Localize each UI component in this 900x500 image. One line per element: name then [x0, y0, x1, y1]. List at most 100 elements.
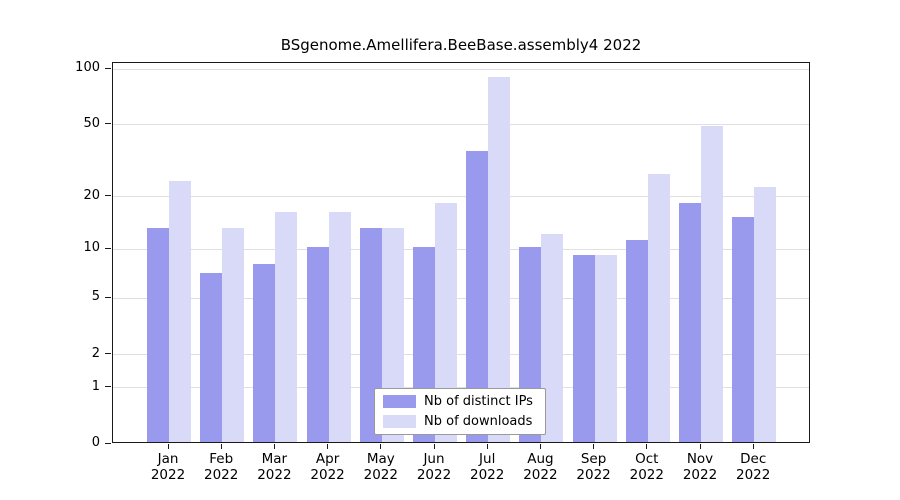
year-label: 2022	[257, 467, 292, 483]
bar-nb-of-distinct-ips-jan	[147, 227, 169, 442]
bar-nb-of-downloads-nov	[701, 125, 723, 442]
month-name: Feb	[209, 451, 234, 467]
y-tick-mark	[105, 67, 111, 69]
year-label: 2022	[470, 467, 505, 483]
legend-item: Nb of distinct IPs	[383, 394, 533, 409]
x-tick-mark	[220, 444, 222, 449]
x-tick-mark	[539, 444, 541, 449]
legend-item: Nb of downloads	[383, 414, 533, 429]
y-tick-label: 0	[91, 435, 100, 450]
x-tick-label-apr: Apr 2022	[298, 451, 358, 483]
month-name: Aug	[527, 451, 554, 467]
bar-nb-of-distinct-ips-mar	[253, 263, 276, 442]
year-label: 2022	[204, 467, 239, 483]
gridline	[113, 68, 809, 70]
x-tick-label-jan: Jan 2022	[138, 451, 198, 483]
bar-nb-of-downloads-mar	[275, 211, 298, 442]
y-tick-mark	[105, 386, 111, 388]
y-tick-label: 2	[91, 345, 100, 361]
x-tick-mark	[433, 444, 435, 449]
y-tick-label: 5	[91, 289, 100, 305]
y-tick-label: 20	[83, 187, 100, 203]
bar-nb-of-distinct-ips-nov	[679, 202, 701, 442]
y-tick-mark	[105, 296, 111, 298]
x-tick-mark	[646, 444, 648, 449]
x-tick-label-aug: Aug 2022	[510, 451, 570, 483]
y-tick-label: 50	[83, 115, 100, 131]
year-label: 2022	[363, 467, 398, 483]
gridline	[113, 354, 809, 356]
bar-nb-of-downloads-oct	[647, 174, 670, 442]
year-label: 2022	[736, 467, 771, 483]
gridline	[113, 196, 809, 198]
chart-title: BSgenome.Amellifera.BeeBase.assembly4 20…	[280, 36, 642, 54]
year-label: 2022	[416, 467, 452, 483]
plot-area	[112, 62, 810, 443]
month-name: Jul	[479, 451, 496, 467]
month-name: Oct	[635, 451, 659, 467]
year-label: 2022	[629, 467, 664, 483]
x-tick-label-jul: Jul 2022	[457, 451, 517, 483]
y-tick-label: 10	[83, 240, 100, 256]
month-name: May	[366, 451, 395, 467]
y-tick-mark	[105, 247, 111, 249]
y-tick-label: 1	[91, 378, 100, 394]
x-tick-label-nov: Nov 2022	[670, 451, 730, 483]
year-label: 2022	[150, 467, 186, 483]
bar-nb-of-distinct-ips-oct	[625, 240, 648, 442]
month-name: Mar	[261, 451, 288, 467]
bar-nb-of-downloads-jan	[169, 180, 191, 442]
x-tick-mark	[752, 444, 754, 449]
month-name: Dec	[740, 451, 767, 467]
month-name: Jan	[157, 451, 179, 467]
bar-nb-of-distinct-ips-sep	[572, 254, 595, 442]
x-tick-label-mar: Mar 2022	[244, 451, 304, 483]
x-tick-mark	[699, 444, 701, 449]
legend-label: Nb of downloads	[424, 414, 533, 429]
y-tick-mark	[105, 353, 111, 355]
x-tick-mark	[273, 444, 275, 449]
month-name: Jun	[423, 451, 445, 467]
month-name: Sep	[580, 451, 607, 467]
x-tick-label-dec: Dec 2022	[723, 451, 783, 483]
x-tick-mark	[380, 444, 382, 449]
gridline	[113, 248, 809, 250]
x-tick-mark	[593, 444, 595, 449]
gridline	[113, 387, 809, 389]
x-tick-label-feb: Feb 2022	[191, 451, 251, 483]
bar-nb-of-downloads-aug	[541, 233, 564, 442]
year-label: 2022	[523, 467, 558, 483]
bar-nb-of-distinct-ips-apr	[306, 247, 329, 442]
bar-nb-of-downloads-jul	[488, 77, 511, 442]
y-tick-mark	[105, 442, 111, 444]
legend-swatch	[383, 415, 416, 428]
legend-label: Nb of distinct IPs	[424, 394, 533, 409]
x-tick-mark	[486, 444, 488, 449]
gridline	[113, 124, 809, 126]
bar-nb-of-distinct-ips-feb	[200, 273, 223, 442]
year-label: 2022	[682, 467, 718, 483]
bar-nb-of-downloads-sep	[594, 254, 617, 442]
bar-nb-of-downloads-jun	[435, 202, 457, 442]
x-tick-label-may: May 2022	[351, 451, 411, 483]
bar-nb-of-distinct-ips-jul	[466, 150, 489, 442]
legend: Nb of distinct IPs Nb of downloads	[374, 388, 546, 435]
x-tick-mark	[327, 444, 329, 449]
bar-nb-of-distinct-ips-dec	[732, 216, 755, 442]
gridline	[113, 297, 809, 299]
bar-nb-of-downloads-feb	[222, 227, 245, 442]
x-tick-label-sep: Sep 2022	[564, 451, 624, 483]
year-label: 2022	[576, 467, 611, 483]
x-tick-mark	[167, 444, 169, 449]
y-tick-label: 100	[75, 60, 100, 75]
legend-swatch	[383, 395, 416, 408]
y-tick-mark	[105, 123, 111, 125]
y-tick-mark	[105, 195, 111, 197]
x-tick-label-jun: Jun 2022	[404, 451, 464, 483]
year-label: 2022	[310, 467, 345, 483]
month-name: Nov	[686, 451, 714, 467]
month-name: Apr	[315, 451, 340, 467]
bar-nb-of-downloads-apr	[328, 211, 351, 442]
bar-nb-of-downloads-dec	[754, 187, 777, 442]
